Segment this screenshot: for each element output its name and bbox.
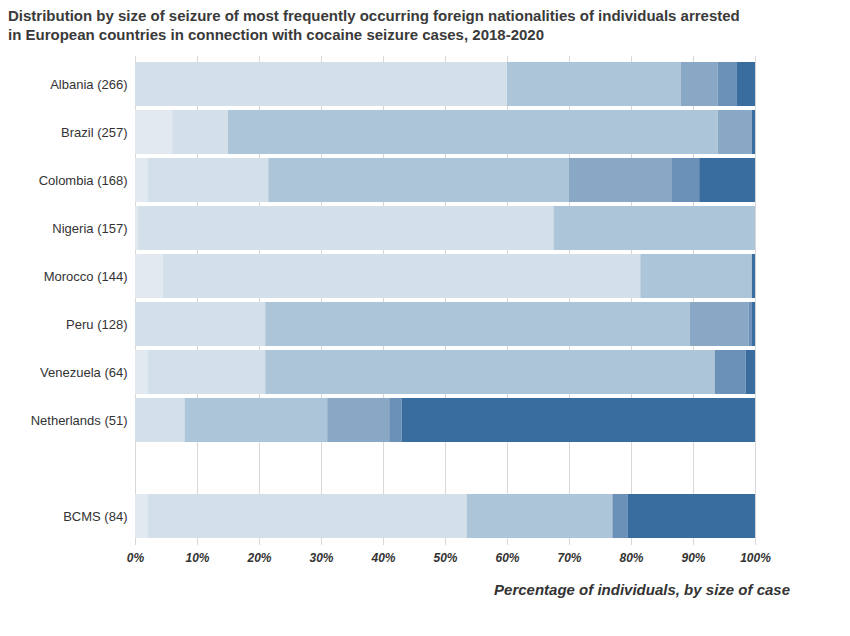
svg-text:90%: 90% <box>681 551 705 565</box>
svg-text:10%: 10% <box>185 551 209 565</box>
svg-text:80%: 80% <box>619 551 643 565</box>
svg-text:Netherlands (51): Netherlands (51) <box>31 413 128 428</box>
svg-text:Colombia (168): Colombia (168) <box>39 173 128 188</box>
svg-text:Albania (266): Albania (266) <box>50 77 127 92</box>
svg-text:Brazil (257): Brazil (257) <box>61 125 127 140</box>
svg-text:BCMS (84): BCMS (84) <box>63 509 127 524</box>
html-text:Distribution by size of seizur: Distribution by size of seizure of most … <box>8 7 740 43</box>
svg-text:30%: 30% <box>309 551 333 565</box>
svg-text:40%: 40% <box>370 551 395 565</box>
svg-text:50%: 50% <box>433 551 457 565</box>
svg-text:Venezuela (64): Venezuela (64) <box>40 365 127 380</box>
svg-text:60%: 60% <box>495 551 519 565</box>
svg-text:Nigeria (157): Nigeria (157) <box>52 221 127 236</box>
svg-text:20%: 20% <box>246 551 271 565</box>
html-text:Percentage of individuals, by: Percentage of individuals, by size of ca… <box>494 581 790 598</box>
svg-text:Morocco (144): Morocco (144) <box>44 269 128 284</box>
svg-text:100%: 100% <box>740 551 771 565</box>
svg-text:70%: 70% <box>557 551 581 565</box>
svg-text:0%: 0% <box>127 551 145 565</box>
svg-text:Peru (128): Peru (128) <box>66 317 127 332</box>
